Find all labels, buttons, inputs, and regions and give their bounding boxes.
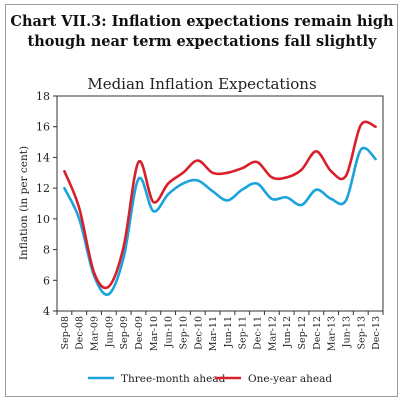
y-tick-label: 4 xyxy=(43,305,50,318)
x-tick-label: Sep-11 xyxy=(238,316,249,350)
x-tick-label: Mar-12 xyxy=(267,316,278,351)
x-tick-label: Mar-10 xyxy=(149,316,160,351)
x-tick-label: Dec-09 xyxy=(134,316,145,350)
x-tick-label: Jun-09 xyxy=(104,316,115,348)
plot-area-border xyxy=(56,95,384,312)
y-tick-label: 16 xyxy=(36,121,50,134)
y-tick-label: 18 xyxy=(36,90,50,103)
x-axis: Sep-08 Dec-08 Mar-09 Jun-09 Sep-09 Dec-09 Mar-… xyxy=(56,311,384,351)
x-tick-label: Dec-11 xyxy=(253,316,264,350)
x-tick-label: Mar-11 xyxy=(208,316,219,351)
y-tick-label: 6 xyxy=(43,274,50,287)
y-tick-label: 10 xyxy=(36,213,50,226)
x-tick-label: Sep-09 xyxy=(119,316,130,350)
x-tick-label: Dec-13 xyxy=(371,316,382,350)
x-tick-label: Sep-08 xyxy=(60,316,71,350)
x-tick-label: Jun-10 xyxy=(164,316,175,348)
y-axis-label: Inflation (in per cent) xyxy=(18,146,30,260)
x-tick-label: Sep-12 xyxy=(297,316,308,350)
legend-label: Three-month ahead xyxy=(121,373,226,385)
y-axis: 4 6 8 10 12 14 16 18 xyxy=(36,90,57,318)
y-tick-label: 12 xyxy=(36,182,50,195)
chart-subtitle: Median Inflation Expectations xyxy=(87,75,316,93)
y-tick-label: 8 xyxy=(43,244,50,257)
x-tick-label: Jun-11 xyxy=(223,316,234,348)
x-tick-label: Jun-13 xyxy=(341,316,352,348)
x-tick-label: Mar-09 xyxy=(90,316,101,351)
series-group xyxy=(63,120,377,296)
x-tick-label: Dec-10 xyxy=(193,316,204,350)
series-line-one-year-ahead xyxy=(63,120,377,290)
chart-title: Chart VII.3: Inflation expectations rema… xyxy=(0,12,404,52)
x-tick-label: Mar-13 xyxy=(327,316,338,351)
x-tick-label: Dec-12 xyxy=(312,316,323,350)
legend: Three-month ahead One-year ahead xyxy=(88,373,332,385)
x-tick-label: Dec-08 xyxy=(75,316,86,350)
chart-title-line-2: though near term expectations fall sligh… xyxy=(27,33,377,50)
x-tick-label: Sep-13 xyxy=(356,316,367,350)
x-tick-label: Sep-10 xyxy=(178,316,189,350)
legend-label: One-year ahead xyxy=(248,373,332,385)
series-line-three-month-ahead xyxy=(63,146,377,296)
x-tick-label: Jun-12 xyxy=(282,316,293,348)
chart-title-line-1: Chart VII.3: Inflation expectations rema… xyxy=(10,13,394,30)
y-tick-label: 14 xyxy=(36,151,50,164)
